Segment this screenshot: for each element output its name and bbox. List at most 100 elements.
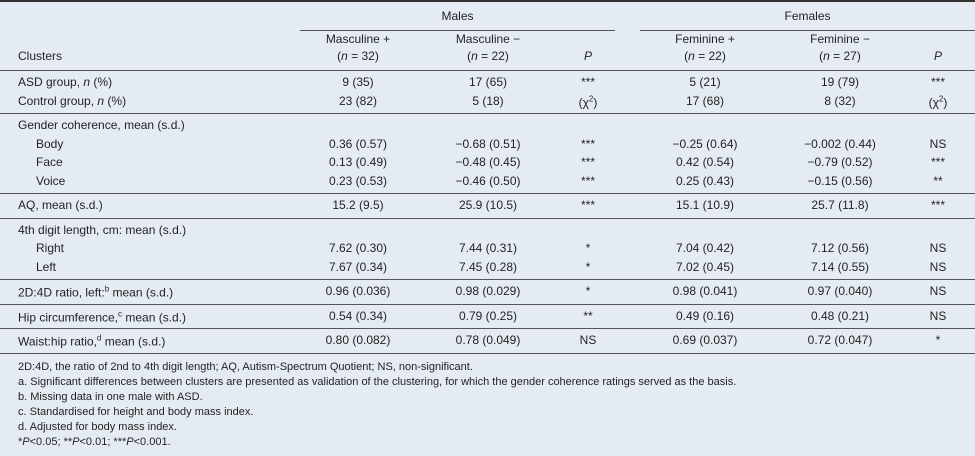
text-segment: 7.67 (0.34) — [328, 259, 388, 274]
text-segment: 23 (82) — [338, 93, 378, 108]
text-segment: 19 (79) — [820, 75, 860, 90]
text-segment: Waist:hip ratio, — [18, 334, 97, 349]
text-segment: 7.44 (0.31) — [458, 241, 518, 256]
text-segment: Masculine + — [325, 32, 391, 46]
cell: 0.98 (0.041) — [673, 284, 738, 298]
text-segment: *** — [580, 173, 596, 188]
text-segment: 7.02 (0.45) — [675, 259, 735, 274]
text-segment: <0.001. — [133, 435, 171, 448]
cell: 0.54 (0.34) — [329, 309, 387, 323]
cell: *** — [931, 75, 945, 89]
text-segment: Hip circumference, — [18, 310, 119, 325]
text-segment: 9 (35) — [342, 75, 374, 90]
text-segment: mean (s.d.) — [122, 310, 187, 325]
cell: 7.02 (0.45) — [676, 260, 734, 274]
cell: 17 (65) — [469, 75, 507, 89]
text-segment: −0.002 (0.44) — [804, 136, 876, 151]
text-segment: (%) — [104, 93, 127, 108]
cell: 0.36 (0.57) — [329, 137, 387, 151]
styled-segment: b — [104, 284, 110, 294]
stub-header: Clusters — [18, 49, 62, 63]
cell: ** — [933, 174, 942, 188]
cell: 0.13 (0.49) — [329, 155, 387, 169]
styled-segment: n — [688, 49, 695, 63]
text-segment: 0.25 (0.43) — [675, 173, 735, 188]
column-header: Masculine + — [326, 32, 390, 46]
group-rule — [640, 30, 975, 31]
row-label: ASD group, n (%) — [18, 75, 112, 89]
text-segment: 0.23 (0.53) — [328, 173, 388, 188]
text-segment: NS — [929, 308, 947, 323]
column-header: Masculine − — [456, 32, 520, 46]
cell: 9 (35) — [342, 75, 373, 89]
column-header: (n = 22) — [684, 49, 726, 63]
text-segment: Masculine − — [455, 32, 521, 46]
cell: 0.49 (0.16) — [676, 309, 734, 323]
cell: 0.48 (0.21) — [811, 309, 869, 323]
text-segment: *** — [580, 198, 596, 213]
text-segment: Gender coherence, mean (s.d.) — [18, 118, 185, 133]
text-segment: *** — [930, 198, 946, 213]
text-segment: Females — [784, 9, 831, 23]
text-segment: a. Significant differences between clust… — [18, 375, 737, 388]
cell: 8 (32) — [824, 94, 855, 108]
footnote: a. Significant differences between clust… — [18, 375, 736, 389]
cell: 25.7 (11.8) — [811, 198, 868, 212]
text-segment: 0.36 (0.57) — [328, 136, 388, 151]
cell: *** — [931, 155, 945, 169]
text-segment: 7.62 (0.30) — [328, 241, 388, 256]
styled-segment: n — [341, 49, 348, 63]
row-label: AQ, mean (s.d.) — [18, 198, 103, 212]
cell: 0.97 (0.040) — [808, 284, 873, 298]
text-segment: * — [585, 284, 591, 299]
cell: * — [586, 284, 591, 298]
row-label: Gender coherence, mean (s.d.) — [18, 118, 185, 132]
row-label: Body — [36, 137, 63, 151]
text-segment: *** — [580, 155, 596, 170]
group-header: Males — [441, 9, 473, 23]
cell: NS — [580, 333, 597, 347]
row-label: 2D:4D ratio, left:b mean (s.d.) — [18, 283, 173, 300]
cell: *** — [581, 174, 595, 188]
cell: 0.80 (0.082) — [326, 333, 391, 347]
cell: 7.04 (0.42) — [676, 241, 734, 255]
cell: 15.2 (9.5) — [332, 198, 383, 212]
cell: 0.79 (0.25) — [459, 309, 517, 323]
row-label: Waist:hip ratio,d mean (s.d.) — [18, 332, 165, 349]
text-segment: −0.48 (0.45) — [455, 155, 521, 170]
text-segment: d. Adjusted for body mass index. — [18, 420, 177, 433]
text-segment: 2D:4D ratio, left: — [18, 285, 105, 300]
text-segment: b. Missing data in one male with ASD. — [18, 390, 203, 403]
text-segment: (%) — [90, 75, 113, 90]
text-segment: 0.54 (0.34) — [328, 308, 388, 323]
text-segment: 0.96 (0.036) — [325, 284, 391, 299]
cell: (χ2) — [579, 92, 598, 109]
cell: *** — [931, 198, 945, 212]
text-segment: Body — [36, 136, 64, 151]
text-segment: 4th digit length, cm: mean (s.d.) — [18, 222, 187, 237]
styled-segment: n — [83, 75, 91, 90]
cell: 0.72 (0.047) — [808, 333, 873, 347]
text-segment: 15.1 (10.9) — [675, 198, 735, 213]
text-segment: mean (s.d.) — [109, 285, 174, 300]
row-label: Hip circumference,c mean (s.d.) — [18, 307, 186, 324]
cell: *** — [581, 198, 595, 212]
cell: 7.12 (0.56) — [811, 241, 869, 255]
text-segment: NS — [929, 136, 947, 151]
column-header: Feminine − — [810, 32, 870, 46]
cell: −0.46 (0.50) — [455, 174, 520, 188]
text-segment: c. Standardised for height and body mass… — [18, 405, 254, 418]
section-rule — [0, 328, 975, 329]
text-segment: 7.04 (0.42) — [675, 241, 735, 256]
text-segment: * — [585, 259, 591, 274]
text-segment: Feminine − — [810, 32, 870, 46]
header-rule — [0, 70, 975, 71]
text-segment: 17 (65) — [468, 75, 508, 90]
text-segment: <0.05; ** — [29, 435, 73, 448]
text-segment: Voice — [36, 173, 66, 188]
section-rule — [0, 113, 975, 114]
cell: 5 (18) — [472, 94, 503, 108]
group-header: Females — [784, 9, 830, 23]
text-segment: ( — [467, 49, 472, 63]
text-segment: −0.68 (0.51) — [455, 136, 521, 151]
